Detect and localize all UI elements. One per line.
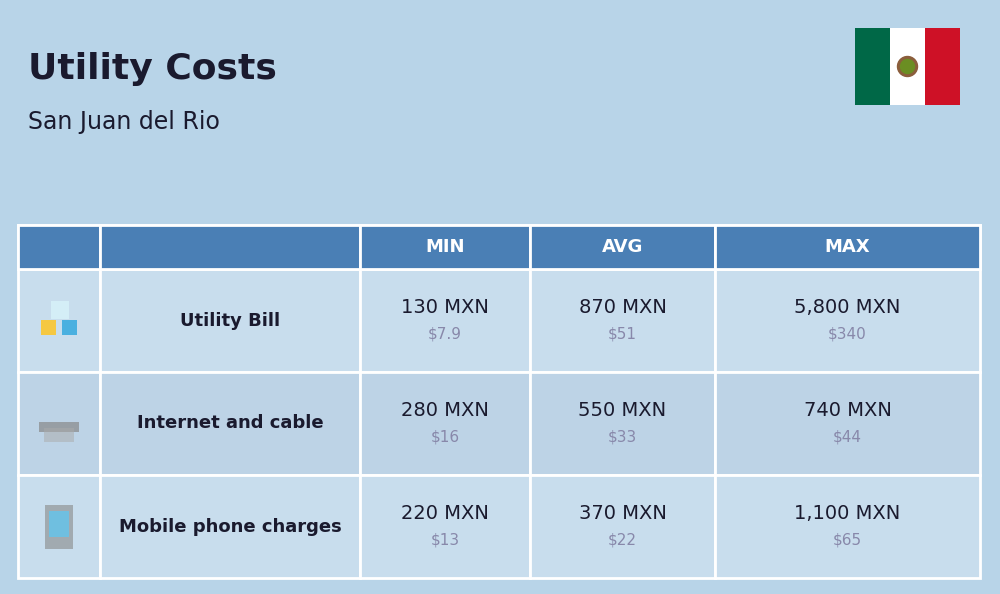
Bar xyxy=(45,504,73,548)
Bar xyxy=(360,269,530,372)
Bar xyxy=(855,28,890,105)
Text: $16: $16 xyxy=(430,429,460,444)
Text: 5,800 MXN: 5,800 MXN xyxy=(794,298,901,317)
Text: $340: $340 xyxy=(828,326,867,342)
Text: 1,100 MXN: 1,100 MXN xyxy=(794,504,901,523)
Bar xyxy=(530,269,715,372)
Text: $65: $65 xyxy=(833,532,862,548)
Text: $13: $13 xyxy=(430,532,460,548)
Bar xyxy=(530,372,715,475)
Text: Internet and cable: Internet and cable xyxy=(137,415,323,432)
Bar xyxy=(925,28,960,105)
Text: 280 MXN: 280 MXN xyxy=(401,400,489,419)
Bar xyxy=(18,372,100,475)
Bar xyxy=(100,475,360,578)
Text: Utility Bill: Utility Bill xyxy=(180,311,280,330)
Text: Mobile phone charges: Mobile phone charges xyxy=(119,517,341,536)
Text: 550 MXN: 550 MXN xyxy=(578,400,667,419)
Text: 130 MXN: 130 MXN xyxy=(401,298,489,317)
Bar xyxy=(18,225,100,269)
Bar xyxy=(890,28,925,105)
Bar xyxy=(39,422,79,431)
Text: 370 MXN: 370 MXN xyxy=(579,504,666,523)
Bar xyxy=(44,428,74,441)
Bar xyxy=(360,475,530,578)
Text: Utility Costs: Utility Costs xyxy=(28,52,277,86)
Text: $33: $33 xyxy=(608,429,637,444)
Circle shape xyxy=(900,59,914,74)
Bar xyxy=(41,320,56,334)
Bar xyxy=(360,225,530,269)
Bar xyxy=(49,510,69,536)
Text: 740 MXN: 740 MXN xyxy=(804,400,891,419)
Text: 220 MXN: 220 MXN xyxy=(401,504,489,523)
Bar xyxy=(100,269,360,372)
Text: San Juan del Rio: San Juan del Rio xyxy=(28,110,220,134)
Bar xyxy=(100,372,360,475)
Bar xyxy=(18,475,100,578)
Text: $7.9: $7.9 xyxy=(428,326,462,342)
Text: AVG: AVG xyxy=(602,238,643,256)
Text: $51: $51 xyxy=(608,326,637,342)
Text: $44: $44 xyxy=(833,429,862,444)
Text: MIN: MIN xyxy=(425,238,465,256)
Bar xyxy=(360,372,530,475)
Bar xyxy=(62,320,77,334)
Bar xyxy=(530,475,715,578)
Bar xyxy=(18,269,100,372)
Text: 870 MXN: 870 MXN xyxy=(579,298,666,317)
Text: MAX: MAX xyxy=(825,238,870,256)
Text: $22: $22 xyxy=(608,532,637,548)
Bar xyxy=(18,225,980,269)
Bar xyxy=(100,225,360,269)
Bar xyxy=(51,301,69,318)
Bar xyxy=(530,225,715,269)
Bar xyxy=(715,225,980,269)
Circle shape xyxy=(898,56,918,77)
Bar xyxy=(715,475,980,578)
Bar xyxy=(715,372,980,475)
Bar xyxy=(715,269,980,372)
